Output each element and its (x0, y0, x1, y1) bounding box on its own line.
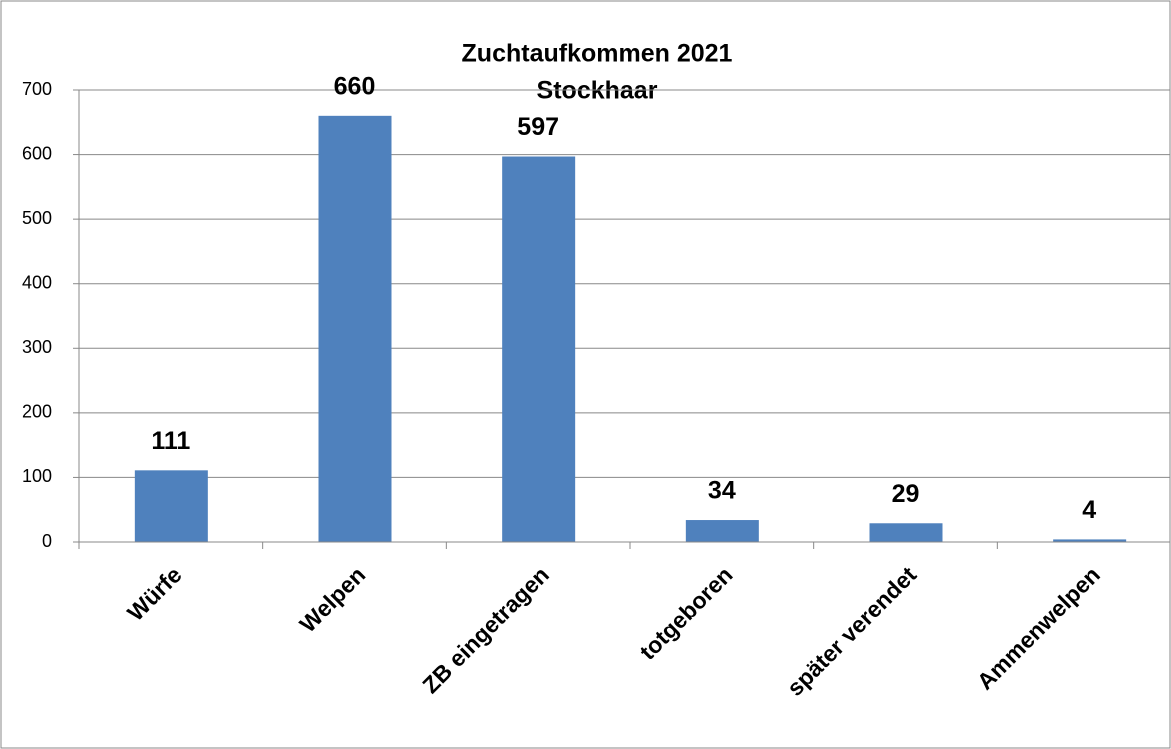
y-tick-label: 400 (22, 272, 52, 292)
bar (1053, 539, 1127, 542)
bar (685, 520, 759, 542)
chart-subtitle: Stockhaar (537, 77, 658, 105)
y-tick-label: 200 (22, 402, 52, 422)
y-tick-label: 500 (22, 208, 52, 228)
bar (869, 523, 943, 542)
y-tick-label: 0 (42, 531, 52, 551)
data-label: 111 (151, 427, 190, 455)
y-tick-label: 700 (22, 79, 52, 99)
y-tick-label: 300 (22, 337, 52, 357)
data-label: 597 (517, 113, 559, 141)
chart-title: Zuchtaufkommen 2021 (462, 40, 733, 68)
data-label: 660 (334, 72, 376, 100)
y-tick-label: 100 (22, 466, 52, 486)
bar (502, 156, 576, 542)
data-label: 4 (1082, 496, 1096, 524)
data-label: 34 (708, 477, 736, 505)
data-label: 29 (892, 480, 920, 508)
bar (134, 470, 208, 542)
y-tick-label: 600 (22, 143, 52, 163)
bar (318, 115, 392, 542)
